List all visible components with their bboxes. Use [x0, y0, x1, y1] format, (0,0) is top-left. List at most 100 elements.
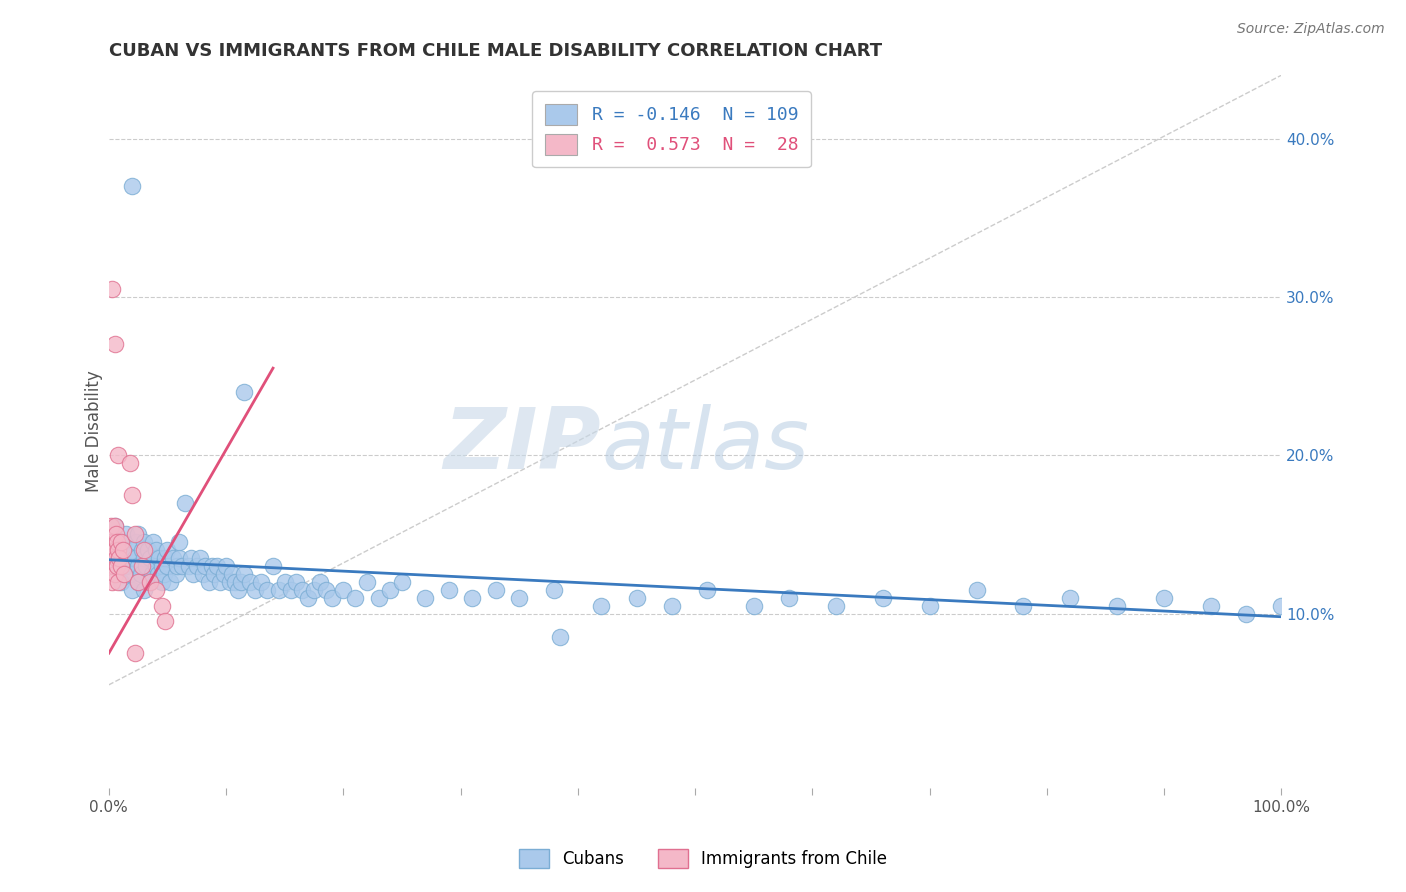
- Point: [215, 559, 238, 574]
- Point: [111, 535, 134, 549]
- Point: [661, 599, 683, 613]
- Text: ZIP: ZIP: [444, 404, 602, 487]
- Point: [110, 559, 132, 574]
- Point: [100, 519, 122, 533]
- Point: [696, 582, 718, 597]
- Point: [212, 566, 235, 581]
- Point: [224, 574, 246, 589]
- Point: [136, 543, 159, 558]
- Point: [135, 559, 157, 574]
- Point: [156, 559, 179, 574]
- Point: [267, 582, 290, 597]
- Point: [139, 574, 162, 589]
- Point: [344, 591, 367, 605]
- Point: [105, 559, 128, 574]
- Point: [170, 559, 193, 574]
- Point: [167, 551, 190, 566]
- Point: [104, 519, 127, 533]
- Point: [127, 559, 149, 574]
- Point: [104, 519, 127, 533]
- Point: [250, 574, 273, 589]
- Point: [226, 582, 249, 597]
- Point: [115, 527, 138, 541]
- Point: [104, 566, 127, 581]
- Point: [1059, 591, 1081, 605]
- Point: [274, 574, 297, 589]
- Point: [191, 566, 214, 581]
- Point: [115, 559, 138, 574]
- Point: [218, 574, 240, 589]
- Point: [131, 559, 153, 574]
- Point: [201, 559, 224, 574]
- Point: [174, 496, 197, 510]
- Point: [129, 566, 152, 581]
- Point: [232, 384, 254, 399]
- Point: [742, 599, 765, 613]
- Point: [186, 559, 208, 574]
- Text: Source: ZipAtlas.com: Source: ZipAtlas.com: [1237, 22, 1385, 37]
- Point: [1107, 599, 1129, 613]
- Point: [110, 574, 132, 589]
- Point: [321, 591, 343, 605]
- Point: [256, 582, 278, 597]
- Point: [132, 551, 155, 566]
- Point: [127, 574, 149, 589]
- Point: [162, 551, 184, 566]
- Legend: R = -0.146  N = 109, R =  0.573  N =  28: R = -0.146 N = 109, R = 0.573 N = 28: [533, 91, 811, 168]
- Point: [124, 551, 146, 566]
- Point: [124, 646, 146, 660]
- Point: [104, 337, 127, 351]
- Point: [159, 574, 181, 589]
- Point: [181, 566, 204, 581]
- Text: atlas: atlas: [602, 404, 810, 487]
- Point: [103, 559, 125, 574]
- Point: [121, 582, 143, 597]
- Point: [391, 574, 413, 589]
- Point: [166, 559, 188, 574]
- Point: [1199, 599, 1222, 613]
- Point: [153, 551, 176, 566]
- Point: [104, 527, 127, 541]
- Point: [101, 543, 124, 558]
- Point: [107, 574, 129, 589]
- Point: [145, 559, 167, 574]
- Point: [872, 591, 894, 605]
- Legend: Cubans, Immigrants from Chile: Cubans, Immigrants from Chile: [512, 843, 894, 875]
- Point: [105, 535, 128, 549]
- Point: [118, 456, 141, 470]
- Point: [1234, 607, 1257, 621]
- Y-axis label: Male Disability: Male Disability: [86, 370, 103, 492]
- Point: [107, 559, 129, 574]
- Point: [297, 591, 319, 605]
- Point: [291, 582, 314, 597]
- Point: [485, 582, 508, 597]
- Point: [205, 559, 228, 574]
- Point: [127, 527, 149, 541]
- Point: [124, 527, 146, 541]
- Point: [508, 591, 530, 605]
- Point: [142, 535, 165, 549]
- Point: [966, 582, 988, 597]
- Point: [824, 599, 846, 613]
- Point: [103, 535, 125, 549]
- Point: [132, 543, 155, 558]
- Point: [367, 591, 389, 605]
- Point: [127, 574, 149, 589]
- Point: [148, 551, 170, 566]
- Point: [245, 582, 267, 597]
- Point: [380, 582, 402, 597]
- Point: [626, 591, 648, 605]
- Point: [156, 543, 179, 558]
- Point: [141, 566, 163, 581]
- Point: [918, 599, 941, 613]
- Point: [437, 582, 460, 597]
- Text: CUBAN VS IMMIGRANTS FROM CHILE MALE DISABILITY CORRELATION CHART: CUBAN VS IMMIGRANTS FROM CHILE MALE DISA…: [108, 42, 882, 60]
- Point: [132, 535, 155, 549]
- Point: [121, 488, 143, 502]
- Point: [150, 574, 173, 589]
- Point: [221, 566, 243, 581]
- Point: [1012, 599, 1035, 613]
- Point: [309, 574, 332, 589]
- Point: [1270, 599, 1292, 613]
- Point: [543, 582, 565, 597]
